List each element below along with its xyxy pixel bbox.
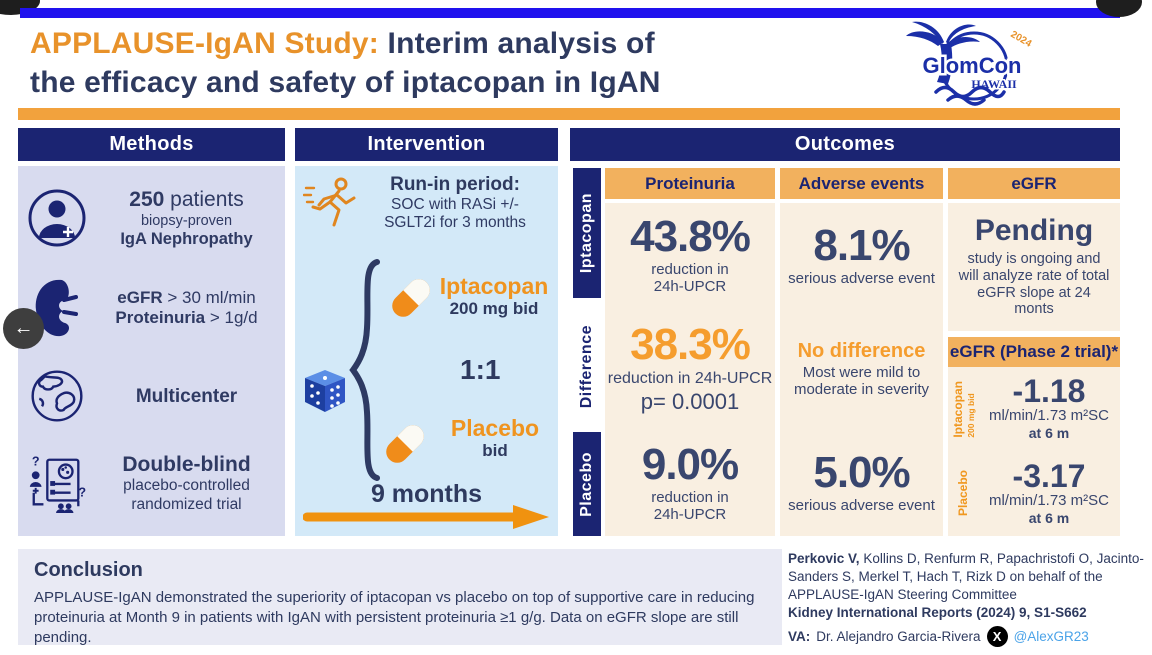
globe-icon (26, 367, 88, 425)
runner-icon (302, 174, 357, 237)
phase2-body: Iptacopan 200 mg bid -1.18 ml/min/1.73 m… (948, 367, 1120, 536)
trial-design-icon: ? ? (26, 452, 88, 514)
design-sub2: randomized trial (131, 495, 242, 513)
row-label-placebo: Placebo (573, 432, 601, 536)
title-divider-bar (18, 108, 1120, 120)
svg-text:?: ? (32, 455, 40, 469)
runin-line1: SOC with RASi +/- (391, 196, 519, 213)
col-header-proteinuria: Proteinuria (605, 168, 775, 199)
cell-difference-proteinuria: 38.3% reduction in 24h-UPCR p= 0.0001 (607, 320, 773, 415)
criteria-egfr-value: > 30 ml/min (162, 288, 256, 308)
title-accent: APPLAUSE-IgAN Study: (30, 27, 379, 60)
x-logo-icon[interactable]: X (986, 626, 1008, 648)
outcomes-header: Outcomes (570, 128, 1120, 161)
row-label-difference: Difference (573, 306, 601, 428)
capsule-placebo-icon (379, 418, 431, 475)
arm2-dose: bid (482, 441, 508, 460)
patients-icon (26, 188, 88, 248)
top-blue-bar (20, 8, 1120, 18)
page-title: APPLAUSE-IgAN Study: Interim analysis of… (30, 24, 890, 102)
patients-word: patients (164, 187, 244, 211)
back-button[interactable]: ← (3, 308, 44, 349)
credits-block: Perkovic V, Kollins D, Renfurm R, Papach… (788, 550, 1146, 648)
timeline-arrow-icon (302, 504, 553, 535)
va-name: Dr. Alejandro Garcia-Rivera (816, 628, 981, 644)
palm-tree-icon (906, 21, 980, 84)
authors-lead: Perkovic V, (788, 551, 860, 566)
intervention-header: Intervention (295, 128, 558, 161)
intervention-panel: Run-in period: SOC with RASi +/- SGLT2i … (295, 166, 558, 536)
arm2-block: Placebo bid (437, 416, 553, 461)
capsule-iptacopan-icon (385, 272, 437, 329)
cell-iptacopan-proteinuria: 43.8% reduction in 24h-UPCR (630, 212, 751, 295)
conclusion-heading: Conclusion (34, 559, 143, 581)
arm1-block: Iptacopan 200 mg bid (435, 274, 553, 319)
phase2-header: eGFR (Phase 2 trial)* (948, 337, 1120, 367)
cell-placebo-proteinuria: 9.0% reduction in 24h-UPCR (641, 439, 739, 523)
runin-line2: SGLT2i for 3 months (384, 214, 526, 231)
methods-item-criteria: eGFR > 30 ml/min Proteinuria > 1g/d (18, 276, 285, 340)
cell-egfr-pending: Pending study is ongoing and will analyz… (948, 203, 1120, 331)
multicenter-label: Multicenter (135, 385, 238, 407)
corner-blob-top-right (1096, 0, 1142, 17)
title-line2: the efficacy and safety of iptacopan in … (30, 66, 661, 99)
runin-block: Run-in period: SOC with RASi +/- SGLT2i … (357, 174, 553, 232)
methods-item-patients: 250 patients biopsy-proven IgA Nephropat… (18, 188, 285, 250)
arm2-name: Placebo (450, 415, 540, 441)
logo-name: GlomCon (923, 53, 1022, 78)
waves-icon (934, 85, 1006, 106)
design-title: Double-blind (122, 453, 251, 476)
dice-icon (301, 368, 349, 421)
conclusion-box: Conclusion APPLAUSE-IgAN demonstrated th… (18, 549, 782, 646)
cell-difference-adverse: No difference Most were mild to moderate… (793, 339, 930, 398)
methods-item-multicenter: Multicenter (18, 367, 285, 425)
cell-iptacopan-adverse: 8.1% serious adverse event (788, 220, 935, 287)
svg-text:?: ? (78, 486, 86, 500)
col-header-adverse-events: Adverse events (780, 168, 943, 199)
adverse-events-column: 8.1% serious adverse event No difference… (780, 203, 943, 536)
patients-count: 250 (129, 187, 165, 211)
phase2-row-iptacopan: Iptacopan 200 mg bid -1.18 ml/min/1.73 m… (950, 373, 1110, 441)
journal-reference: Kidney International Reports (2024) 9, S… (788, 605, 1087, 621)
authors-rest: Kollins D, Renfurm R, Papachristofi O, J… (788, 551, 1144, 602)
logo-year: 2024 (1009, 29, 1034, 50)
duration-label: 9 months (370, 480, 483, 508)
arm1-name: Iptacopan (439, 273, 549, 299)
methods-item-design: ? ? Double-blind placebo-controlled rand… (18, 452, 285, 514)
criteria-prot-label: Proteinuria (115, 308, 206, 328)
randomization-ratio: 1:1 (460, 354, 501, 385)
twitter-handle[interactable]: @AlexGR23 (1013, 628, 1089, 644)
patients-sub1: biopsy-proven (140, 212, 233, 229)
logo-circle (939, 31, 1009, 101)
criteria-prot-value: > 1g/d (205, 308, 258, 328)
criteria-egfr-label: eGFR (117, 288, 163, 308)
row-label-iptacopan: Iptacopan (573, 168, 601, 298)
va-label: VA: (788, 628, 811, 644)
design-sub1: placebo-controlled (123, 477, 250, 495)
methods-header: Methods (18, 128, 285, 161)
conclusion-body: APPLAUSE-IgAN demonstrated the superiori… (34, 589, 755, 646)
visual-abstract-line: VA: Dr. Alejandro Garcia-Rivera X @AlexG… (788, 626, 1146, 648)
brace-icon (347, 258, 385, 487)
back-icon: ← (13, 317, 34, 339)
patients-sub2: IgA Nephropathy (120, 230, 253, 249)
arm1-dose: 200 mg bid (449, 299, 539, 318)
authors-line: Perkovic V, Kollins D, Renfurm R, Papach… (788, 550, 1146, 603)
phase2-row-placebo: Placebo -3.17 ml/min/1.73 m²SC at 6 m (956, 457, 1110, 526)
proteinuria-column: 43.8% reduction in 24h-UPCR 38.3% reduct… (605, 203, 775, 536)
glomcon-logo: 2024 GlomCon HAWAII (898, 18, 1044, 115)
runin-title: Run-in period: (390, 174, 520, 195)
cell-placebo-adverse: 5.0% serious adverse event (788, 448, 935, 515)
kidney-icon (26, 276, 88, 340)
col-header-egfr: eGFR (948, 168, 1120, 199)
methods-panel: 250 patients biopsy-proven IgA Nephropat… (18, 166, 285, 536)
title-rest: Interim analysis of (379, 27, 655, 60)
